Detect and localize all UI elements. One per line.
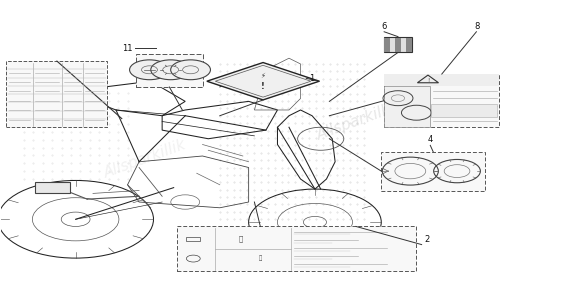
Bar <box>384 74 499 127</box>
Bar <box>384 37 412 53</box>
Bar <box>384 74 499 86</box>
Text: !: ! <box>261 82 265 91</box>
Text: 2: 2 <box>424 235 430 244</box>
Text: 1: 1 <box>309 74 314 83</box>
Text: Allsparkillik: Allsparkillik <box>102 137 188 181</box>
Text: Allsparkillik: Allsparkillik <box>315 100 402 143</box>
Text: 🏍: 🏍 <box>259 256 262 261</box>
Bar <box>6 61 108 127</box>
Text: 6: 6 <box>381 22 387 31</box>
Text: !: ! <box>427 78 429 83</box>
Bar <box>406 38 412 52</box>
Bar <box>186 237 200 241</box>
Text: 4: 4 <box>428 136 433 144</box>
Circle shape <box>171 60 210 80</box>
Bar <box>381 152 485 190</box>
Polygon shape <box>207 62 319 100</box>
Bar <box>384 86 430 127</box>
Circle shape <box>151 60 191 80</box>
Text: 🏍: 🏍 <box>239 235 243 242</box>
Bar <box>431 104 497 117</box>
Text: ⚡: ⚡ <box>261 73 265 79</box>
Text: 11: 11 <box>121 44 132 53</box>
Bar <box>384 38 390 52</box>
Bar <box>395 38 401 52</box>
Bar <box>136 54 202 87</box>
Circle shape <box>129 60 169 80</box>
Bar <box>35 182 70 193</box>
Text: 8: 8 <box>474 22 479 31</box>
Bar <box>176 227 416 271</box>
